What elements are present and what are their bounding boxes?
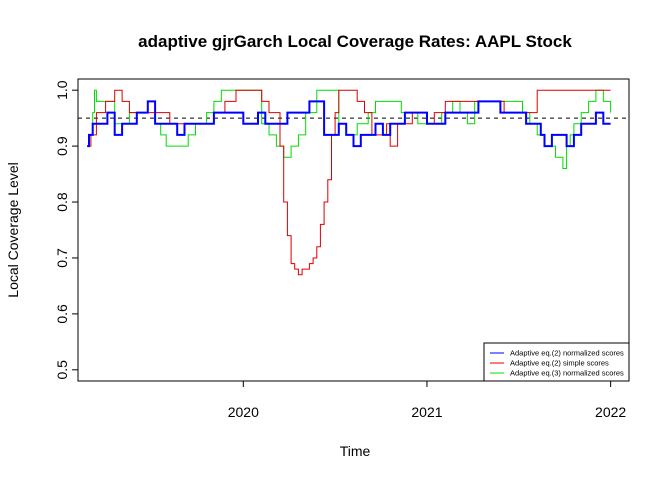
x-axis: 2020 2021 2022 bbox=[228, 381, 626, 420]
legend-label: Adaptive eq.(2) normalized scores bbox=[510, 349, 624, 358]
x-tick-label: 2020 bbox=[228, 404, 259, 420]
legend-box bbox=[483, 342, 630, 382]
plot-frame bbox=[77, 78, 630, 382]
legend: Adaptive eq.(2) normalized scoresAdaptiv… bbox=[483, 342, 630, 382]
y-tick-label: 0.5 bbox=[54, 360, 70, 380]
legend-label: Adaptive eq.(3) normalized scores bbox=[510, 369, 624, 378]
x-tick-label: 2021 bbox=[411, 404, 442, 420]
series-layer bbox=[87, 89, 612, 276]
series-line-2 bbox=[87, 100, 611, 148]
series-line-1 bbox=[87, 89, 611, 276]
x-tick-label: 2022 bbox=[595, 404, 626, 420]
series-line-0 bbox=[87, 89, 612, 169]
x-axis-label: Time bbox=[340, 443, 371, 459]
y-tick-label: 0.7 bbox=[54, 248, 70, 268]
y-axis: 0.5 0.6 0.7 0.8 0.9 1.0 bbox=[54, 80, 78, 380]
y-tick-label: 0.9 bbox=[54, 136, 70, 156]
legend-label: Adaptive eq.(2) simple scores bbox=[510, 359, 609, 368]
chart-title: adaptive gjrGarch Local Coverage Rates: … bbox=[138, 32, 572, 51]
y-tick-label: 0.6 bbox=[54, 304, 70, 324]
y-tick-label: 0.8 bbox=[54, 192, 70, 212]
y-tick-label: 1.0 bbox=[54, 80, 70, 100]
y-axis-label: Local Coverage Level bbox=[5, 162, 21, 297]
